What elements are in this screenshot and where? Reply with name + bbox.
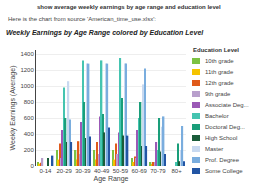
svg-text:Weekly Earnings (Average): Weekly Earnings (Average) bbox=[9, 66, 17, 151]
svg-text:1000: 1000 bbox=[20, 83, 34, 89]
svg-text:30-39: 30-39 bbox=[75, 168, 91, 174]
svg-text:60-69: 60-69 bbox=[131, 168, 147, 174]
svg-text:Age Range: Age Range bbox=[93, 175, 128, 183]
svg-text:Weekly Earnings by Age Range c: Weekly Earnings by Age Range colored by … bbox=[6, 29, 204, 37]
svg-text:High School: High School bbox=[205, 135, 237, 141]
svg-text:80+: 80+ bbox=[172, 168, 183, 174]
svg-text:20-29: 20-29 bbox=[56, 168, 72, 174]
svg-text:70-79: 70-79 bbox=[150, 168, 166, 174]
svg-text:Doctoral Deg...: Doctoral Deg... bbox=[205, 124, 245, 130]
svg-text:Bachelor: Bachelor bbox=[205, 113, 229, 119]
svg-text:11th grade: 11th grade bbox=[205, 69, 234, 75]
svg-text:800: 800 bbox=[24, 99, 35, 105]
svg-text:10th grade: 10th grade bbox=[205, 58, 234, 64]
svg-text:Associate Deg...: Associate Deg... bbox=[205, 102, 249, 108]
svg-text:show average weekly earnings b: show average weekly earnings by age rang… bbox=[37, 4, 221, 10]
svg-text:Master: Master bbox=[205, 146, 223, 152]
svg-text:Prof. Degree: Prof. Degree bbox=[205, 157, 240, 163]
svg-text:400: 400 bbox=[24, 131, 35, 137]
svg-text:0-14: 0-14 bbox=[39, 168, 52, 174]
svg-text:600: 600 bbox=[24, 115, 35, 121]
svg-text:1400: 1400 bbox=[20, 51, 34, 57]
svg-text:0: 0 bbox=[30, 163, 34, 169]
svg-text:12th grade: 12th grade bbox=[205, 80, 234, 86]
svg-text:50-59: 50-59 bbox=[113, 168, 129, 174]
svg-text:1200: 1200 bbox=[20, 67, 34, 73]
svg-text:9th grade: 9th grade bbox=[205, 91, 231, 97]
svg-text:40-49: 40-49 bbox=[94, 168, 110, 174]
svg-text:200: 200 bbox=[24, 147, 35, 153]
svg-text:Here is the chart from source: Here is the chart from source 'American_… bbox=[8, 16, 156, 22]
svg-text:Education Level: Education Level bbox=[193, 47, 239, 53]
svg-text:Some College: Some College bbox=[205, 168, 243, 174]
